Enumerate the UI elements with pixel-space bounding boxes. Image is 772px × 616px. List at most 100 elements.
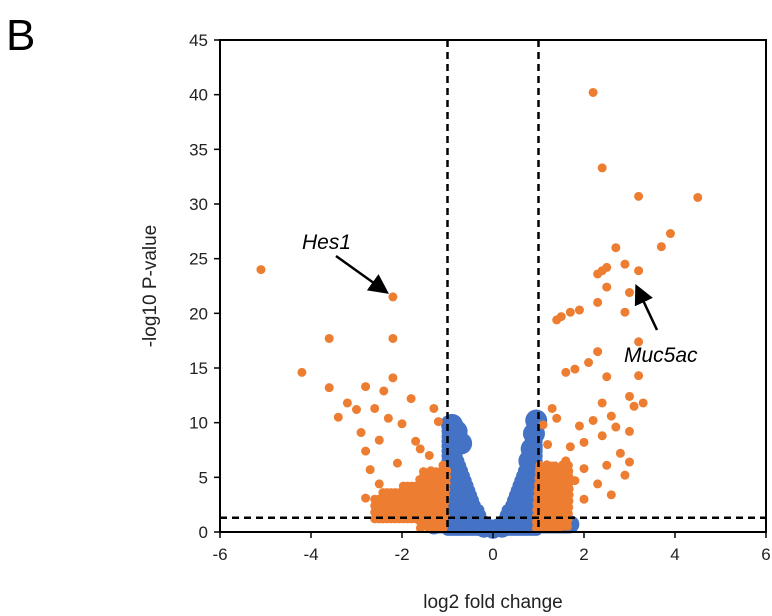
y-tick-label: 45 xyxy=(189,31,208,50)
annotation-arrow xyxy=(335,254,389,294)
significant-point xyxy=(438,494,448,504)
significant-point xyxy=(342,398,352,408)
y-tick-label: 15 xyxy=(189,359,208,378)
annotation-hes1: Hes1 xyxy=(302,231,351,254)
y-tick-label: 40 xyxy=(189,86,208,105)
significant-point xyxy=(552,413,562,423)
significant-point xyxy=(602,460,612,470)
significant-point xyxy=(419,501,429,511)
x-tick-label: -4 xyxy=(303,545,318,564)
significant-point xyxy=(297,367,307,377)
significant-point xyxy=(611,243,621,253)
significant-point xyxy=(429,505,439,515)
significant-point xyxy=(634,191,644,201)
significant-point xyxy=(606,411,616,421)
y-tick-label: 20 xyxy=(189,304,208,323)
significant-point xyxy=(611,422,621,432)
y-tick-label: 10 xyxy=(189,414,208,433)
significant-point xyxy=(629,401,639,411)
significant-point xyxy=(352,405,361,415)
significant-point xyxy=(411,436,421,446)
significant-point xyxy=(602,372,612,382)
significant-point xyxy=(584,358,594,368)
significant-point xyxy=(579,494,589,504)
significant-point xyxy=(656,242,666,252)
significant-point xyxy=(593,347,603,357)
significant-point xyxy=(547,403,557,413)
significant-point xyxy=(638,398,648,408)
significant-point xyxy=(438,460,448,470)
significant-point xyxy=(579,437,589,447)
significant-point xyxy=(256,265,266,275)
plot-area-frame xyxy=(219,39,767,533)
significant-point xyxy=(397,501,407,511)
x-tick-label: -2 xyxy=(394,545,409,564)
y-tick-label: 5 xyxy=(199,468,208,487)
significant-point xyxy=(620,259,630,269)
significant-point xyxy=(370,403,380,413)
y-tick-label: 25 xyxy=(189,250,208,269)
significant-point xyxy=(547,468,557,478)
annotation-arrow xyxy=(634,284,659,331)
significant-point xyxy=(634,266,644,276)
significant-point xyxy=(552,315,562,325)
significant-point xyxy=(433,417,443,427)
y-tick-label: 0 xyxy=(199,523,208,542)
significant-point xyxy=(588,415,598,425)
annotations: Hes1 Muc5ac xyxy=(302,231,698,367)
significant-point xyxy=(625,457,634,467)
x-axis-ticks: -6 -4 -2 0 2 4 6 xyxy=(212,532,771,564)
significant-point xyxy=(588,87,598,97)
significant-point xyxy=(420,472,430,482)
significant-point xyxy=(625,288,634,298)
x-axis-title: log2 fold change xyxy=(423,592,562,613)
significant-point xyxy=(388,292,398,302)
significant-point xyxy=(388,491,398,501)
threshold-lines xyxy=(220,40,766,532)
significant-point xyxy=(392,458,402,468)
x-tick-label: 6 xyxy=(761,545,770,564)
significant-point xyxy=(424,490,434,500)
significant-point xyxy=(374,479,384,489)
significant-point xyxy=(574,421,584,431)
nonsignificant-point xyxy=(441,415,454,428)
significant-point xyxy=(597,163,607,173)
significant-point xyxy=(565,307,575,317)
significant-point xyxy=(543,440,553,450)
significant-point xyxy=(579,464,589,474)
significant-point xyxy=(415,444,425,454)
significant-point xyxy=(361,446,371,456)
significant-point xyxy=(561,367,571,377)
annotation-muc5ac: Muc5ac xyxy=(624,344,698,367)
significant-point xyxy=(379,386,389,396)
y-tick-label: 30 xyxy=(189,195,208,214)
significant-point xyxy=(361,493,371,503)
significant-point xyxy=(333,412,343,422)
significant-point xyxy=(620,470,630,480)
significant-point xyxy=(397,419,407,429)
significant-point xyxy=(597,431,607,441)
significant-point xyxy=(556,488,566,498)
significant-point xyxy=(388,333,398,343)
significant-point xyxy=(615,448,625,458)
significant-point xyxy=(552,497,562,507)
significant-point xyxy=(570,476,580,486)
significant-point xyxy=(561,456,571,466)
significant-point xyxy=(665,229,675,239)
significant-point xyxy=(383,413,393,423)
significant-point xyxy=(406,394,416,404)
significant-point xyxy=(562,521,572,531)
significant-point xyxy=(625,391,634,401)
significant-point xyxy=(593,269,603,279)
y-axis-title: -log10 P-value xyxy=(140,225,161,348)
x-tick-label: 0 xyxy=(488,545,497,564)
significant-point xyxy=(602,282,612,292)
significant-point xyxy=(324,383,334,393)
nonsignificant-point xyxy=(450,445,463,458)
significant-point xyxy=(324,333,334,343)
panel-label: B xyxy=(6,11,35,60)
significant-point xyxy=(593,297,603,307)
significant-point xyxy=(424,450,434,460)
significant-point xyxy=(419,481,429,491)
